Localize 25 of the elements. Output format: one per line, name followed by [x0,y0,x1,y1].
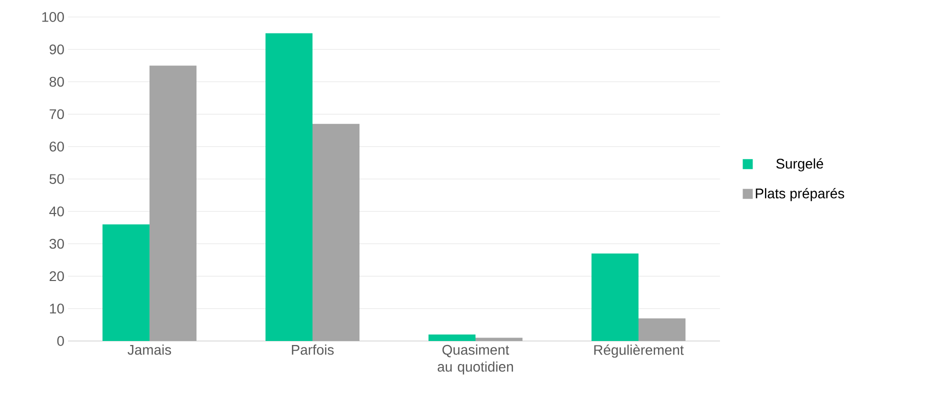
x-tick-label: Quasiment au quotidien [438,344,513,374]
legend-label: Surgelé [776,158,824,172]
y-tick-label: 90 [50,44,64,54]
y-tick-label: 60 [50,142,64,152]
bar [428,334,476,341]
legend-label: Plats préparés [756,188,844,202]
x-tick-label: Parfois [292,344,334,355]
y-tick-label: 40 [49,206,64,216]
bar [638,318,686,341]
bar [592,254,639,341]
bar [312,124,360,341]
x-tick-label: Régulièrement [594,344,684,358]
y-tick-label: 30 [49,238,64,249]
bar [266,33,313,341]
bar [150,66,196,341]
y-tick-label: 50 [50,174,64,184]
y-tick-label: 80 [50,76,64,87]
bar [102,224,150,341]
y-tick-label: 10 [50,304,64,314]
x-tick-label: Jamais [128,344,172,355]
y-tick-label: 100 [42,12,64,22]
y-tick-label: 70 [50,109,64,120]
y-tick-label: 0 [57,336,64,346]
y-tick-label: 20 [50,271,64,282]
bar [476,338,523,341]
